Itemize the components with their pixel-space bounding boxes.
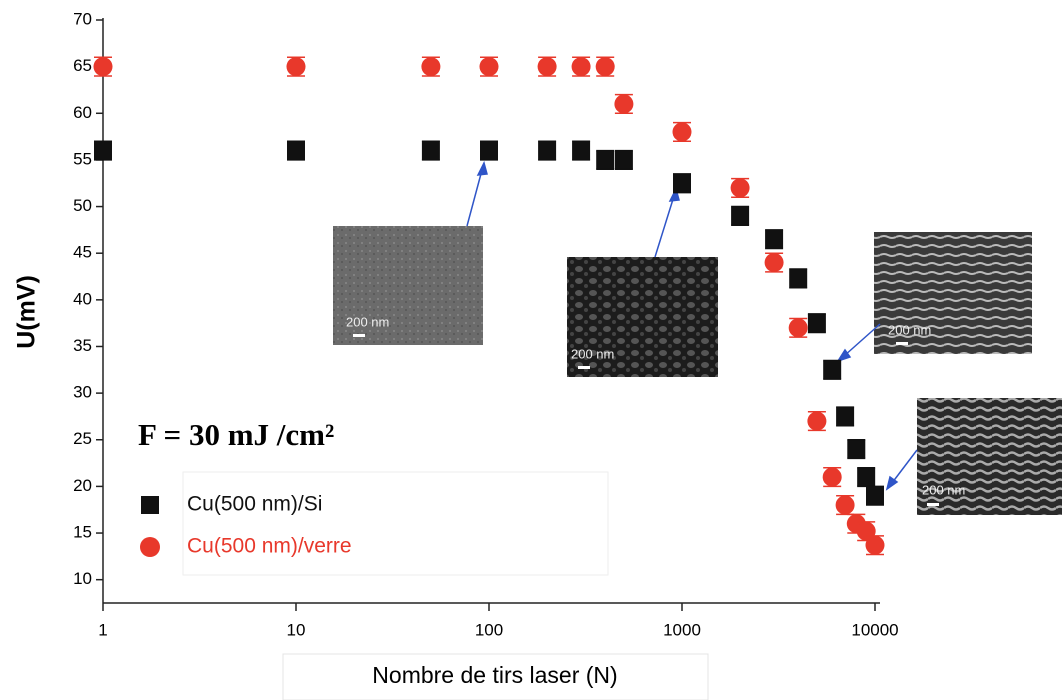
- marker: [857, 468, 876, 487]
- marker: [286, 57, 306, 77]
- y-tick-label: 65: [73, 56, 92, 75]
- marker: [421, 57, 441, 77]
- sem-image: [874, 232, 1032, 354]
- marker: [865, 535, 885, 555]
- scale-label: 200 nm: [346, 314, 389, 329]
- marker: [287, 141, 305, 160]
- legend-label: Cu(500 nm)/verre: [187, 535, 352, 558]
- y-tick-label: 15: [73, 523, 92, 542]
- sem-image: [917, 398, 1062, 515]
- marker: [538, 141, 557, 160]
- marker: [480, 141, 498, 160]
- marker: [835, 495, 855, 515]
- y-tick-label: 40: [73, 289, 92, 308]
- y-tick-label: 60: [73, 103, 92, 122]
- y-tick-label: 70: [73, 9, 92, 28]
- marker: [847, 440, 866, 459]
- marker: [823, 360, 842, 379]
- scale-bars: [353, 334, 939, 506]
- marker: [595, 57, 615, 77]
- marker: [421, 141, 440, 160]
- marker: [93, 57, 113, 77]
- marker: [822, 467, 842, 487]
- marker: [94, 141, 112, 160]
- marker: [765, 230, 784, 249]
- marker: [788, 318, 808, 338]
- plot: 10 15 20 25 30 35 40 45 50 55 60 65 70 1 10 100 1000 1000…: [73, 9, 899, 639]
- marker: [730, 178, 750, 198]
- marker: [789, 269, 808, 288]
- scale-label: 200 nm: [922, 482, 965, 497]
- marker: [479, 57, 499, 77]
- y-tick-label: 45: [73, 243, 92, 262]
- marker: [807, 314, 826, 333]
- marker: [764, 253, 784, 273]
- xlabel-box: [282, 653, 709, 700]
- y-tick-label: 50: [73, 196, 92, 215]
- marker: [807, 411, 827, 431]
- x-tick-label: 10: [287, 620, 306, 639]
- y-axis-label: U(mV): [13, 275, 41, 349]
- x-tick-label: 10000: [851, 620, 898, 639]
- marker: [572, 141, 591, 160]
- insets: 200 nm 200 nm 200 nm 200 nm: [333, 160, 1062, 515]
- x-axis-label: Nombre de tirs laser (N): [372, 662, 617, 688]
- marker: [596, 150, 615, 169]
- marker: [672, 122, 692, 142]
- marker: [836, 407, 855, 426]
- marker: [571, 57, 591, 77]
- annotation: F = 30 mJ /cm²: [138, 417, 334, 452]
- legend-label: Cu(500 nm)/Si: [187, 493, 322, 516]
- scale-label: 200 nm: [571, 346, 614, 361]
- legend-box: [182, 471, 609, 576]
- sem-image: [333, 226, 483, 345]
- x-tick-label: 100: [475, 620, 503, 639]
- marker: [673, 174, 691, 193]
- x-tick-label: 1000: [663, 620, 701, 639]
- legend-marker: [141, 496, 159, 514]
- marker: [731, 206, 750, 225]
- y-tick-label: 20: [73, 476, 92, 495]
- legend-marker: [140, 537, 160, 557]
- y-tick-label: 55: [73, 149, 92, 168]
- y-tick-label: 10: [73, 569, 92, 588]
- y-tick-label: 35: [73, 336, 92, 355]
- scale-label: 200 nm: [888, 322, 931, 337]
- arrows: [466, 160, 918, 491]
- x-tick-label: 1: [98, 620, 107, 639]
- sem-image: [567, 257, 718, 377]
- marker: [866, 486, 884, 505]
- y-tick-label: 25: [73, 429, 92, 448]
- marker: [614, 94, 634, 114]
- marker: [614, 150, 633, 169]
- marker: [537, 57, 557, 77]
- y-tick-label: 30: [73, 383, 92, 402]
